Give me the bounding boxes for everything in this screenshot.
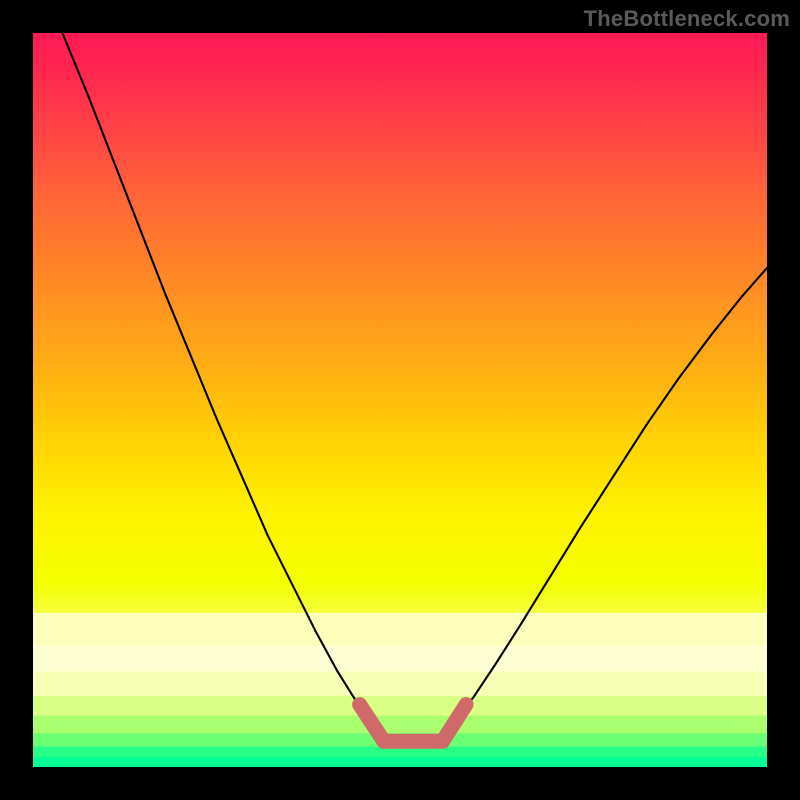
watermark-text: TheBottleneck.com: [584, 6, 790, 32]
chart-background: [33, 33, 767, 767]
chart-svg: [33, 33, 767, 767]
chart-plot-area: [33, 33, 767, 767]
